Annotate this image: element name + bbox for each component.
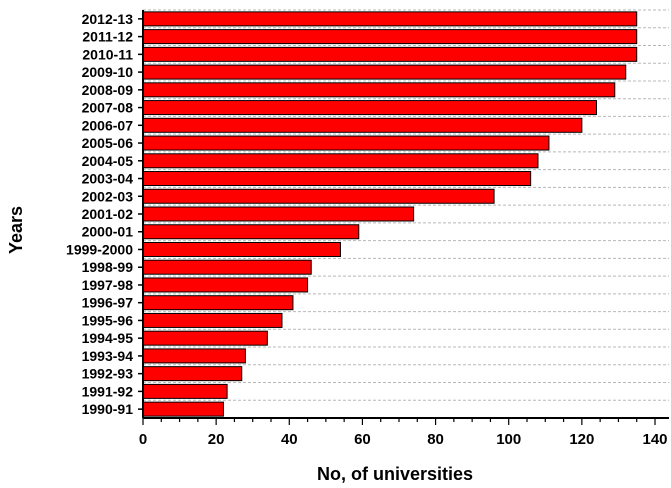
bar (142, 100, 597, 116)
x-tick-labels: 0 20 40 60 80 100 120 140 (139, 418, 668, 448)
bar (142, 277, 309, 293)
bar (142, 11, 638, 27)
x-tick-label: 0 (139, 431, 147, 448)
bar (142, 295, 294, 311)
y-tick-label: 2001-02 (82, 206, 134, 222)
y-tick-label: 2005-06 (82, 135, 134, 151)
bar (142, 153, 539, 169)
y-tick-label: 1994-95 (82, 330, 134, 346)
y-tick-label: 1997-98 (82, 277, 134, 293)
bar (142, 259, 312, 275)
bar (142, 401, 224, 417)
bar (142, 46, 638, 62)
gridlines (143, 9, 669, 419)
bar (142, 224, 360, 240)
bars (142, 11, 638, 417)
y-tick-label: 2000-01 (82, 224, 134, 240)
bar (142, 135, 550, 151)
y-tick-label: 2002-03 (82, 188, 134, 204)
bar (142, 171, 532, 187)
bar (142, 64, 627, 80)
y-tick-label: 2008-09 (82, 82, 134, 98)
x-tick-label: 80 (427, 431, 444, 448)
bar (142, 29, 638, 45)
y-tick-label: 1999-2000 (66, 241, 133, 257)
bar (142, 117, 583, 133)
bar (142, 312, 283, 328)
bar (142, 241, 341, 257)
bar (142, 188, 495, 204)
x-tick-label: 140 (642, 431, 667, 448)
x-tick-label: 40 (281, 431, 298, 448)
y-tick-label: 2003-04 (82, 171, 134, 187)
y-tick-label: 1993-94 (82, 348, 134, 364)
y-tick-label: 1996-97 (82, 295, 134, 311)
x-axis-title: No, of universities (317, 464, 473, 484)
y-axis-title: Years (6, 206, 26, 254)
x-tick-label: 60 (354, 431, 371, 448)
y-tick-label: 1995-96 (82, 312, 134, 328)
bar (142, 366, 243, 382)
y-tick-label: 2011-12 (82, 29, 133, 45)
y-tick-label: 2006-07 (82, 117, 134, 133)
bar (142, 383, 228, 399)
x-tick-label: 120 (569, 431, 594, 448)
bar (142, 206, 415, 222)
y-tick-label: 1992-93 (82, 366, 134, 382)
y-tick-label: 2010-11 (82, 46, 133, 62)
bar (142, 330, 268, 346)
y-tick-label: 2007-08 (82, 100, 134, 116)
x-tick-label: 100 (496, 431, 521, 448)
y-tick-label: 1990-91 (82, 401, 134, 417)
x-tick-label: 20 (208, 431, 225, 448)
y-tick-label: 2009-10 (82, 64, 134, 80)
y-tick-label: 2012-13 (82, 11, 134, 27)
bar (142, 348, 246, 364)
bar (142, 82, 616, 98)
y-tick-label: 2004-05 (82, 153, 134, 169)
y-tick-label: 1998-99 (82, 259, 134, 275)
y-tick-label: 1991-92 (82, 383, 134, 399)
